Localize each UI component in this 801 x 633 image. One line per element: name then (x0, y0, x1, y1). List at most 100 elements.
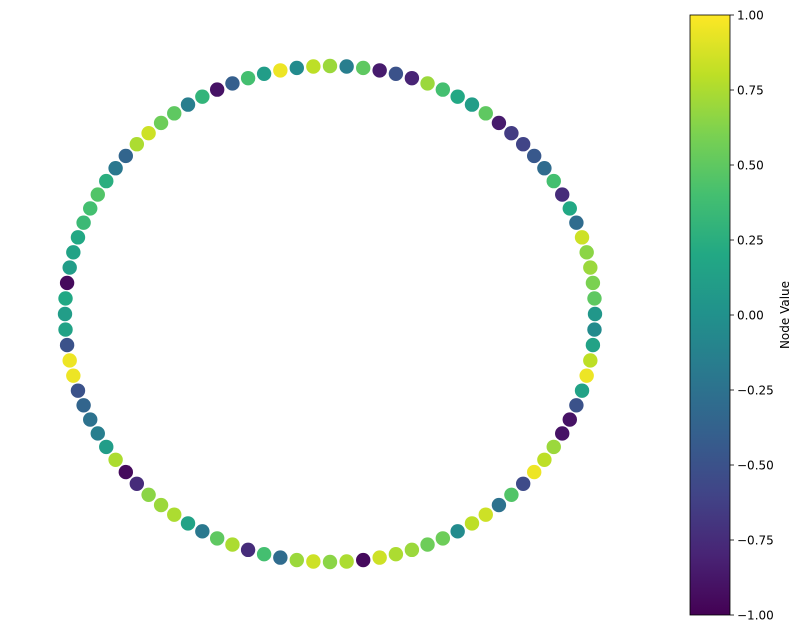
graph-node (478, 507, 493, 522)
graph-node (153, 115, 169, 131)
graph-node (569, 215, 584, 230)
graph-node (404, 70, 420, 86)
graph-node (546, 439, 561, 455)
graph-node (70, 230, 86, 245)
graph-node (579, 368, 594, 383)
graph-node (99, 439, 114, 455)
graph-node (420, 537, 435, 552)
colorbar-ticks: 1.00 0.75 0.50 0.25 0.00 −0.25 −0.50 −0.75 −1.00 (730, 8, 774, 622)
graph-node (209, 82, 225, 97)
graph-node (225, 76, 240, 91)
graph-node (388, 66, 404, 81)
graph-node (99, 173, 114, 189)
graph-node (66, 245, 81, 260)
graph-node (515, 476, 531, 491)
graph-node (372, 63, 387, 78)
nodes-layer (57, 58, 603, 570)
graph-node (195, 524, 210, 539)
graph-node (569, 398, 584, 413)
graph-node (289, 552, 304, 568)
graph-node (583, 260, 598, 275)
graph-node (256, 547, 272, 562)
graph-node (306, 554, 321, 569)
graph-node (76, 215, 91, 230)
graph-node (587, 322, 602, 337)
graph-node (273, 550, 288, 565)
colorbar-tick-label: −0.25 (737, 383, 774, 397)
graph-node (62, 260, 77, 275)
graph-node (57, 306, 73, 322)
graph-node (404, 542, 420, 558)
graph-node (491, 115, 507, 131)
colorbar-tick-label: −0.50 (737, 458, 774, 472)
graph-node (83, 201, 98, 216)
colorbar: 1.00 0.75 0.50 0.25 0.00 −0.25 −0.50 −0.75 −1.00… (689, 8, 792, 622)
colorbar-tick-label: −0.75 (737, 533, 774, 547)
graph-node (59, 275, 75, 291)
graph-node (574, 230, 590, 245)
graph-node (574, 383, 590, 398)
graph-node (464, 516, 480, 531)
graph-node (356, 60, 371, 76)
graph-node (167, 507, 182, 522)
graph-node (546, 173, 561, 189)
graph-node (435, 82, 451, 97)
graph-node (579, 245, 594, 260)
graph-node (209, 531, 225, 546)
graph-node (66, 368, 81, 383)
graph-node (118, 464, 134, 480)
graph-node (504, 487, 519, 502)
graph-node (555, 426, 570, 441)
graph-node (537, 452, 552, 467)
graph-node (129, 137, 145, 152)
graph-node (491, 497, 507, 513)
graph-node (289, 60, 304, 76)
colorbar-tick-label: 0.00 (737, 308, 764, 322)
graph-node (70, 383, 86, 398)
graph-node (450, 89, 465, 104)
graph-node (504, 126, 519, 141)
graph-node (555, 187, 570, 202)
graph-node (90, 426, 105, 441)
graph-node (273, 63, 288, 78)
graph-node (585, 275, 601, 291)
graph-node (76, 398, 91, 413)
graph-node (83, 412, 98, 427)
colorbar-tick-label: 0.50 (737, 158, 764, 172)
graph-node (322, 58, 338, 74)
colorbar-tick-label: 0.25 (737, 233, 764, 247)
graph-node (356, 552, 371, 568)
graph-node (587, 306, 603, 322)
colorbar-tick-label: 0.75 (737, 83, 764, 97)
graph-node (240, 70, 256, 86)
graph-node (90, 187, 105, 202)
colorbar-label: Node Value (778, 281, 792, 349)
graph-node (180, 516, 196, 531)
graph-node (59, 337, 75, 353)
graph-node (420, 76, 435, 91)
graph-node (562, 412, 577, 427)
graph-node (167, 106, 182, 121)
graph-node (339, 59, 354, 74)
graph-node (372, 550, 387, 565)
graph-node (108, 452, 123, 467)
graph-node (306, 59, 321, 74)
graph-node (62, 353, 77, 368)
graph-node (58, 291, 73, 306)
graph-node (515, 137, 531, 152)
graph-node (388, 547, 404, 562)
graph-node (478, 106, 493, 121)
graph-node (141, 126, 156, 141)
graph-node (225, 537, 240, 552)
graph-node (322, 554, 338, 570)
graph-node (585, 337, 601, 353)
colorbar-tick-label: −1.00 (737, 608, 774, 622)
graph-node (180, 97, 196, 112)
colorbar-gradient (689, 14, 731, 616)
graph-node (435, 531, 451, 546)
graph-node (256, 66, 272, 81)
graph-node (450, 524, 465, 539)
graph-node (464, 97, 480, 112)
